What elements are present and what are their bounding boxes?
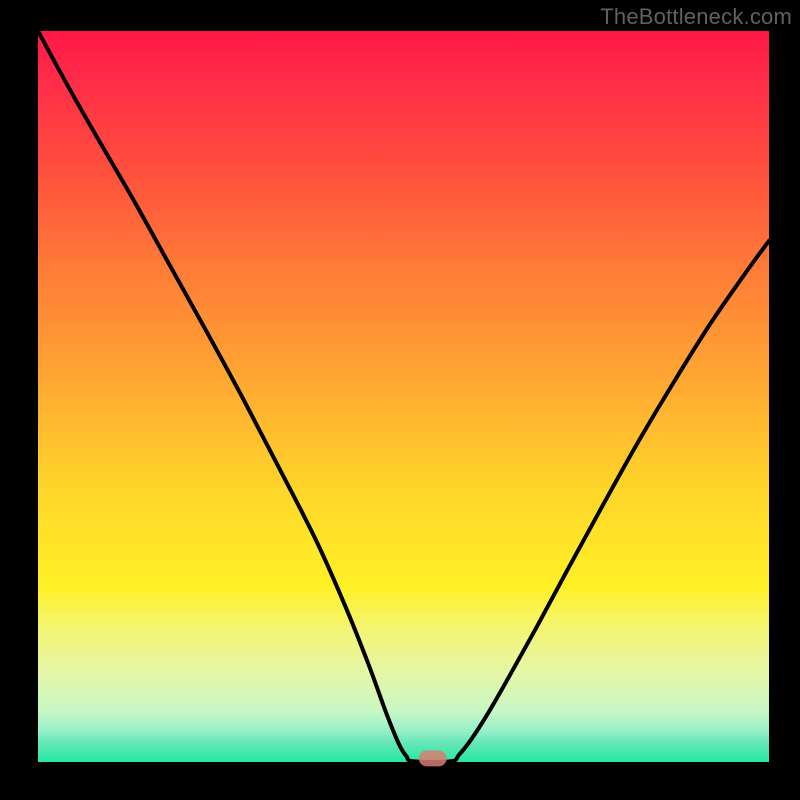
bottleneck-chart: [0, 0, 800, 800]
chart-container: TheBottleneck.com: [0, 0, 800, 800]
watermark-text: TheBottleneck.com: [600, 4, 792, 30]
chart-plot-bg: [38, 31, 769, 762]
optimal-marker: [419, 750, 447, 766]
